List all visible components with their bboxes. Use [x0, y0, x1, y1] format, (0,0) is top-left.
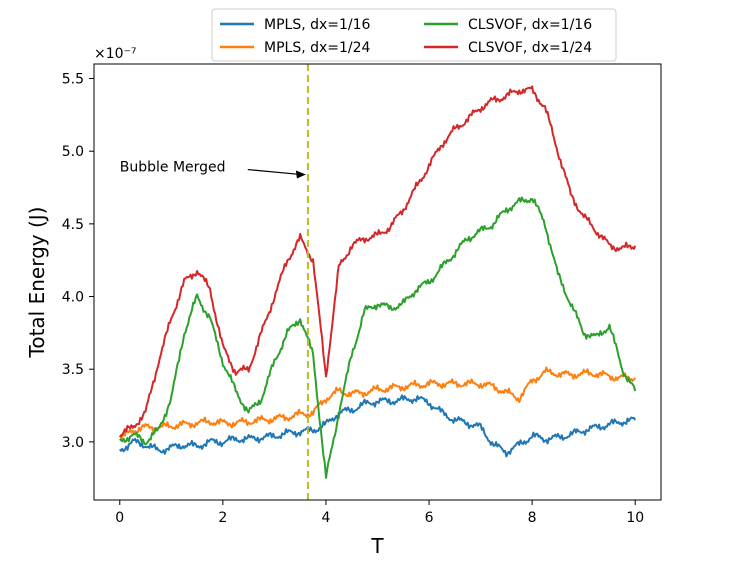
y-tick-label: 5.0	[62, 144, 84, 160]
legend-label: CLSVOF, dx=1/24	[468, 40, 592, 56]
annotation-layer: Bubble Merged	[120, 160, 306, 179]
x-tick-label: 0	[115, 510, 124, 526]
x-tick-label: 2	[218, 510, 227, 526]
plot-area-frame	[93, 63, 662, 501]
x-axis-label: T	[370, 534, 384, 558]
legend-frame	[211, 8, 617, 62]
y-axis-scale-label: ×10⁻⁷	[94, 46, 137, 62]
legend-label: MPLS, dx=1/16	[264, 17, 371, 33]
annotation-arrow-head	[295, 170, 306, 179]
x-tick-label: 10	[626, 510, 644, 526]
x-tick-label: 6	[425, 510, 434, 526]
series-lines	[118, 85, 637, 479]
legend-label: MPLS, dx=1/24	[264, 40, 371, 56]
annotation-arrow-shaft	[247, 168, 300, 176]
x-tick-label: 4	[321, 510, 330, 526]
x-tick-label: 8	[528, 510, 537, 526]
y-tick-label: 4.0	[62, 290, 84, 306]
y-tick-label: 3.5	[62, 362, 84, 378]
series-line-2	[119, 196, 637, 479]
y-tick-label: 4.5	[62, 217, 84, 233]
y-tick-label: 5.5	[62, 72, 84, 88]
legend-entries: MPLS, dx=1/16 MPLS, dx=1/24 CLSVOF, dx=1/1…	[220, 17, 592, 56]
legend-label: CLSVOF, dx=1/16	[468, 17, 592, 33]
x-axis-ticks: 0 2 4 6 8 10	[115, 500, 644, 526]
y-tick-label: 3.0	[62, 435, 84, 451]
legend: MPLS, dx=1/16 MPLS, dx=1/24 CLSVOF, dx=1/1…	[211, 8, 617, 62]
series-line-3	[118, 85, 637, 438]
series-line-0	[119, 394, 637, 458]
y-axis-ticks: 3.0 3.5 4.0 4.5 5.0 5.5	[62, 72, 94, 451]
series-line-1	[119, 366, 636, 441]
annotation-text: Bubble Merged	[120, 160, 226, 176]
y-axis-label: Total Energy (J)	[25, 207, 49, 359]
